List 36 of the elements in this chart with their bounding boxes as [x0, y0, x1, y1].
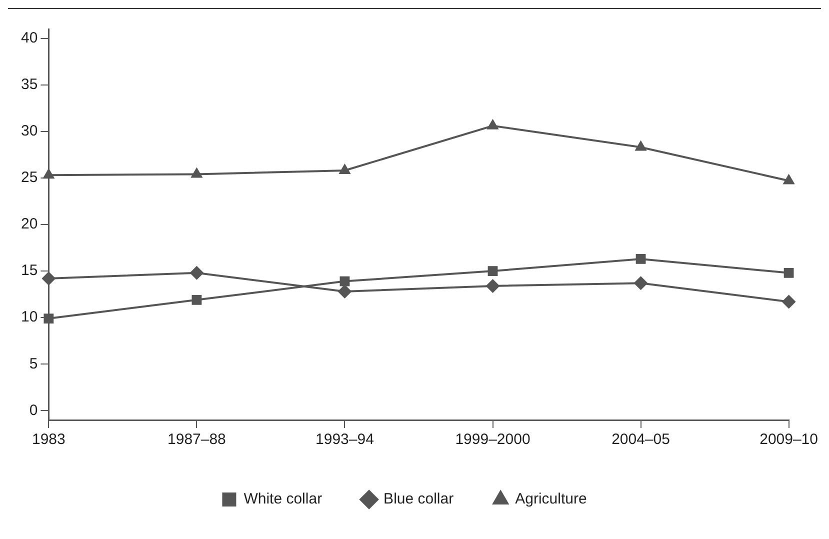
x-tick-label: 2004–05	[612, 431, 670, 448]
point	[340, 276, 350, 286]
point	[486, 118, 499, 130]
y-tick-label: 30	[20, 122, 38, 140]
point	[488, 266, 498, 276]
point	[192, 294, 202, 305]
point	[190, 266, 204, 280]
y-tick-label: 0	[29, 402, 38, 419]
point	[782, 174, 795, 184]
point	[486, 278, 500, 293]
y-tick-label: 35	[20, 76, 38, 93]
x-tick-label: 1993–94	[316, 431, 374, 448]
point	[338, 164, 351, 174]
x-tick-label: 1983	[32, 431, 66, 448]
point	[338, 284, 352, 299]
point	[636, 254, 646, 264]
y-tick-label: 15	[20, 262, 38, 280]
legend-label: Agriculture	[515, 490, 587, 508]
point	[782, 294, 796, 309]
x-tick-label: 2009–10	[760, 431, 818, 448]
point	[784, 268, 794, 278]
point	[634, 140, 647, 151]
point	[42, 271, 56, 286]
x-tick-label: 1987–88	[168, 431, 226, 448]
y-tick-label: 40	[20, 29, 38, 46]
point	[190, 167, 203, 178]
point	[634, 276, 648, 290]
legend-label: Blue collar	[384, 490, 454, 508]
y-tick-label: 25	[20, 169, 38, 186]
y-tick-label: 5	[29, 355, 38, 372]
point	[42, 168, 55, 179]
legend-label: White collar	[244, 490, 322, 508]
y-tick-label: 10	[20, 308, 38, 326]
x-tick-label: 1999–2000	[455, 431, 530, 448]
point	[44, 314, 54, 324]
y-tick-label: 20	[20, 216, 38, 233]
